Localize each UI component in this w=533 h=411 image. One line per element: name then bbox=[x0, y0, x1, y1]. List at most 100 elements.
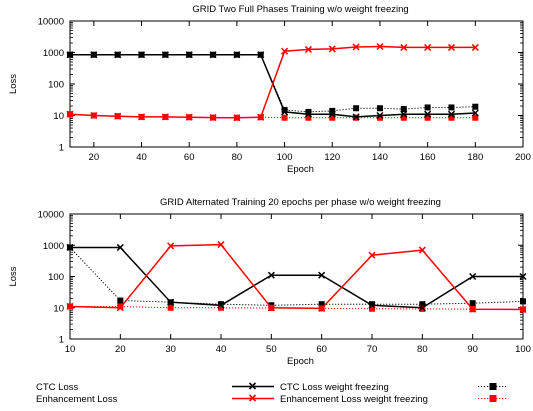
series-line-ctc-loss-weight-freezing bbox=[70, 246, 523, 309]
x-tick-label: 20 bbox=[115, 344, 126, 355]
data-point-ctc-loss-weight-freezing bbox=[257, 51, 265, 59]
data-point-ctc-loss-weight-freezing bbox=[471, 109, 479, 117]
data-point-enhancement-loss-weight-freezing bbox=[161, 113, 169, 121]
data-point-enhancement-loss-weight-freezing bbox=[424, 43, 432, 51]
x-tick-label: 40 bbox=[216, 344, 227, 355]
data-point-ctc-loss bbox=[318, 301, 325, 308]
data-point-ctc-loss bbox=[329, 107, 336, 114]
data-point-ctc-loss-weight-freezing bbox=[90, 51, 98, 59]
plot-frame bbox=[69, 213, 524, 340]
data-point-ctc-loss-weight-freezing bbox=[233, 51, 241, 59]
data-point-enhancement-loss bbox=[167, 304, 174, 311]
data-point-ctc-loss-weight-freezing bbox=[424, 110, 432, 118]
data-point-ctc-loss bbox=[469, 300, 476, 307]
data-point-enhancement-loss-weight-freezing bbox=[257, 113, 265, 121]
data-point-ctc-loss-weight-freezing bbox=[185, 51, 193, 59]
data-point-ctc-loss-weight-freezing bbox=[137, 51, 146, 59]
data-point-enhancement-loss-weight-freezing bbox=[376, 42, 384, 51]
data-point-ctc-loss-weight-freezing bbox=[304, 110, 312, 118]
data-point-ctc-loss bbox=[353, 105, 360, 112]
y-axis-label: Loss bbox=[8, 266, 19, 286]
y-axis-label: Loss bbox=[8, 74, 19, 94]
y-tick-label: 10000 bbox=[38, 17, 64, 28]
x-tick-label: 60 bbox=[316, 344, 327, 355]
y-tick-label: 1000 bbox=[43, 241, 64, 252]
data-point-enhancement-loss-weight-freezing bbox=[418, 246, 426, 254]
plot-frame bbox=[69, 20, 524, 148]
data-point-enhancement-loss bbox=[419, 305, 426, 312]
data-point-enhancement-loss-weight-freezing bbox=[318, 304, 326, 312]
data-point-enhancement-loss bbox=[281, 114, 288, 121]
y-tick-label: 1000 bbox=[43, 48, 64, 59]
data-point-ctc-loss-weight-freezing bbox=[267, 271, 275, 279]
data-point-ctc-loss bbox=[400, 106, 407, 113]
x-tick-label: 140 bbox=[372, 152, 388, 163]
legend-label-ctc-freezing: CTC Loss weight freezing bbox=[280, 382, 389, 393]
data-point-enhancement-loss-weight-freezing bbox=[352, 43, 360, 51]
data-point-ctc-loss-weight-freezing bbox=[328, 110, 336, 118]
data-point-enhancement-loss-weight-freezing bbox=[368, 251, 376, 259]
data-point-enhancement-loss bbox=[424, 114, 431, 121]
data-point-enhancement-loss-weight-freezing bbox=[519, 305, 527, 314]
data-point-ctc-loss-weight-freezing bbox=[418, 304, 426, 312]
data-point-ctc-loss-weight-freezing bbox=[400, 110, 408, 118]
x-tick-label: 200 bbox=[515, 152, 531, 163]
y-tick-label: 1 bbox=[59, 335, 64, 346]
data-point-enhancement-loss-weight-freezing bbox=[137, 113, 146, 121]
data-point-enhancement-loss-weight-freezing bbox=[66, 302, 74, 310]
data-point-enhancement-loss bbox=[218, 304, 224, 311]
data-point-enhancement-loss bbox=[369, 305, 375, 312]
data-point-ctc-loss-weight-freezing bbox=[167, 298, 175, 306]
data-point-enhancement-loss-weight-freezing bbox=[116, 304, 124, 312]
chart-panel-alternated: GRID Alternated Training 20 epochs per p… bbox=[8, 197, 531, 367]
data-point-enhancement-loss-weight-freezing bbox=[469, 305, 477, 313]
data-point-enhancement-loss-weight-freezing bbox=[185, 113, 193, 121]
data-point-enhancement-loss-weight-freezing bbox=[400, 43, 408, 51]
legend-label-ctc-loss: CTC Loss bbox=[36, 382, 78, 393]
y-tick-label: 10 bbox=[53, 111, 64, 122]
data-point-ctc-loss bbox=[472, 103, 479, 110]
data-point-ctc-loss-weight-freezing bbox=[116, 243, 124, 251]
x-tick-label: 70 bbox=[367, 344, 378, 355]
data-point-ctc-loss bbox=[305, 108, 312, 115]
data-point-ctc-loss-weight-freezing bbox=[161, 51, 169, 59]
series-line-enhancement-loss bbox=[70, 306, 524, 310]
data-point-enhancement-loss bbox=[117, 303, 124, 310]
data-point-enhancement-loss-weight-freezing bbox=[328, 45, 336, 53]
data-point-ctc-loss bbox=[419, 301, 426, 308]
data-point-enhancement-loss bbox=[400, 114, 407, 121]
x-tick-label: 80 bbox=[417, 344, 428, 355]
data-point-enhancement-loss bbox=[329, 114, 336, 121]
x-tick-label: 80 bbox=[232, 152, 243, 163]
x-tick-label: 90 bbox=[467, 344, 478, 355]
data-point-ctc-loss-weight-freezing bbox=[281, 108, 289, 116]
chart-panel-full-phases: GRID Two Full Phases Training w/o weight… bbox=[8, 4, 531, 175]
data-point-enhancement-loss-weight-freezing bbox=[90, 111, 98, 120]
legend-label-enhancement-loss: Enhancement Loss bbox=[36, 394, 118, 405]
data-point-enhancement-loss-weight-freezing bbox=[304, 45, 312, 53]
data-point-enhancement-loss-weight-freezing bbox=[114, 112, 122, 120]
x-axis-label: Epoch bbox=[287, 164, 314, 175]
data-point-ctc-loss-weight-freezing bbox=[66, 243, 74, 251]
legend-marker-ctc bbox=[489, 383, 497, 390]
y-tick-label: 10000 bbox=[38, 210, 64, 221]
data-point-enhancement-loss bbox=[376, 114, 383, 121]
legend-marker-enh-freezing bbox=[248, 394, 257, 402]
y-tick-label: 100 bbox=[48, 80, 64, 91]
data-point-ctc-loss-weight-freezing bbox=[469, 272, 477, 281]
series-line-enhancement-loss-weight-freezing bbox=[69, 243, 524, 311]
data-point-enhancement-loss-weight-freezing bbox=[471, 43, 479, 51]
x-tick-label: 160 bbox=[420, 152, 436, 163]
data-point-ctc-loss-weight-freezing bbox=[209, 51, 217, 59]
data-point-enhancement-loss-weight-freezing bbox=[167, 242, 175, 250]
data-point-ctc-loss bbox=[218, 301, 224, 308]
data-point-ctc-loss bbox=[369, 301, 375, 308]
x-tick-label: 120 bbox=[324, 152, 340, 163]
data-point-ctc-loss-weight-freezing bbox=[114, 51, 122, 59]
data-point-ctc-loss-weight-freezing bbox=[376, 111, 384, 120]
data-point-enhancement-loss bbox=[305, 114, 312, 121]
x-axis-label: Epoch bbox=[287, 356, 314, 367]
legend-label-enh-freezing: Enhancement Loss weight freezing bbox=[280, 394, 428, 405]
x-tick-label: 100 bbox=[515, 344, 531, 355]
